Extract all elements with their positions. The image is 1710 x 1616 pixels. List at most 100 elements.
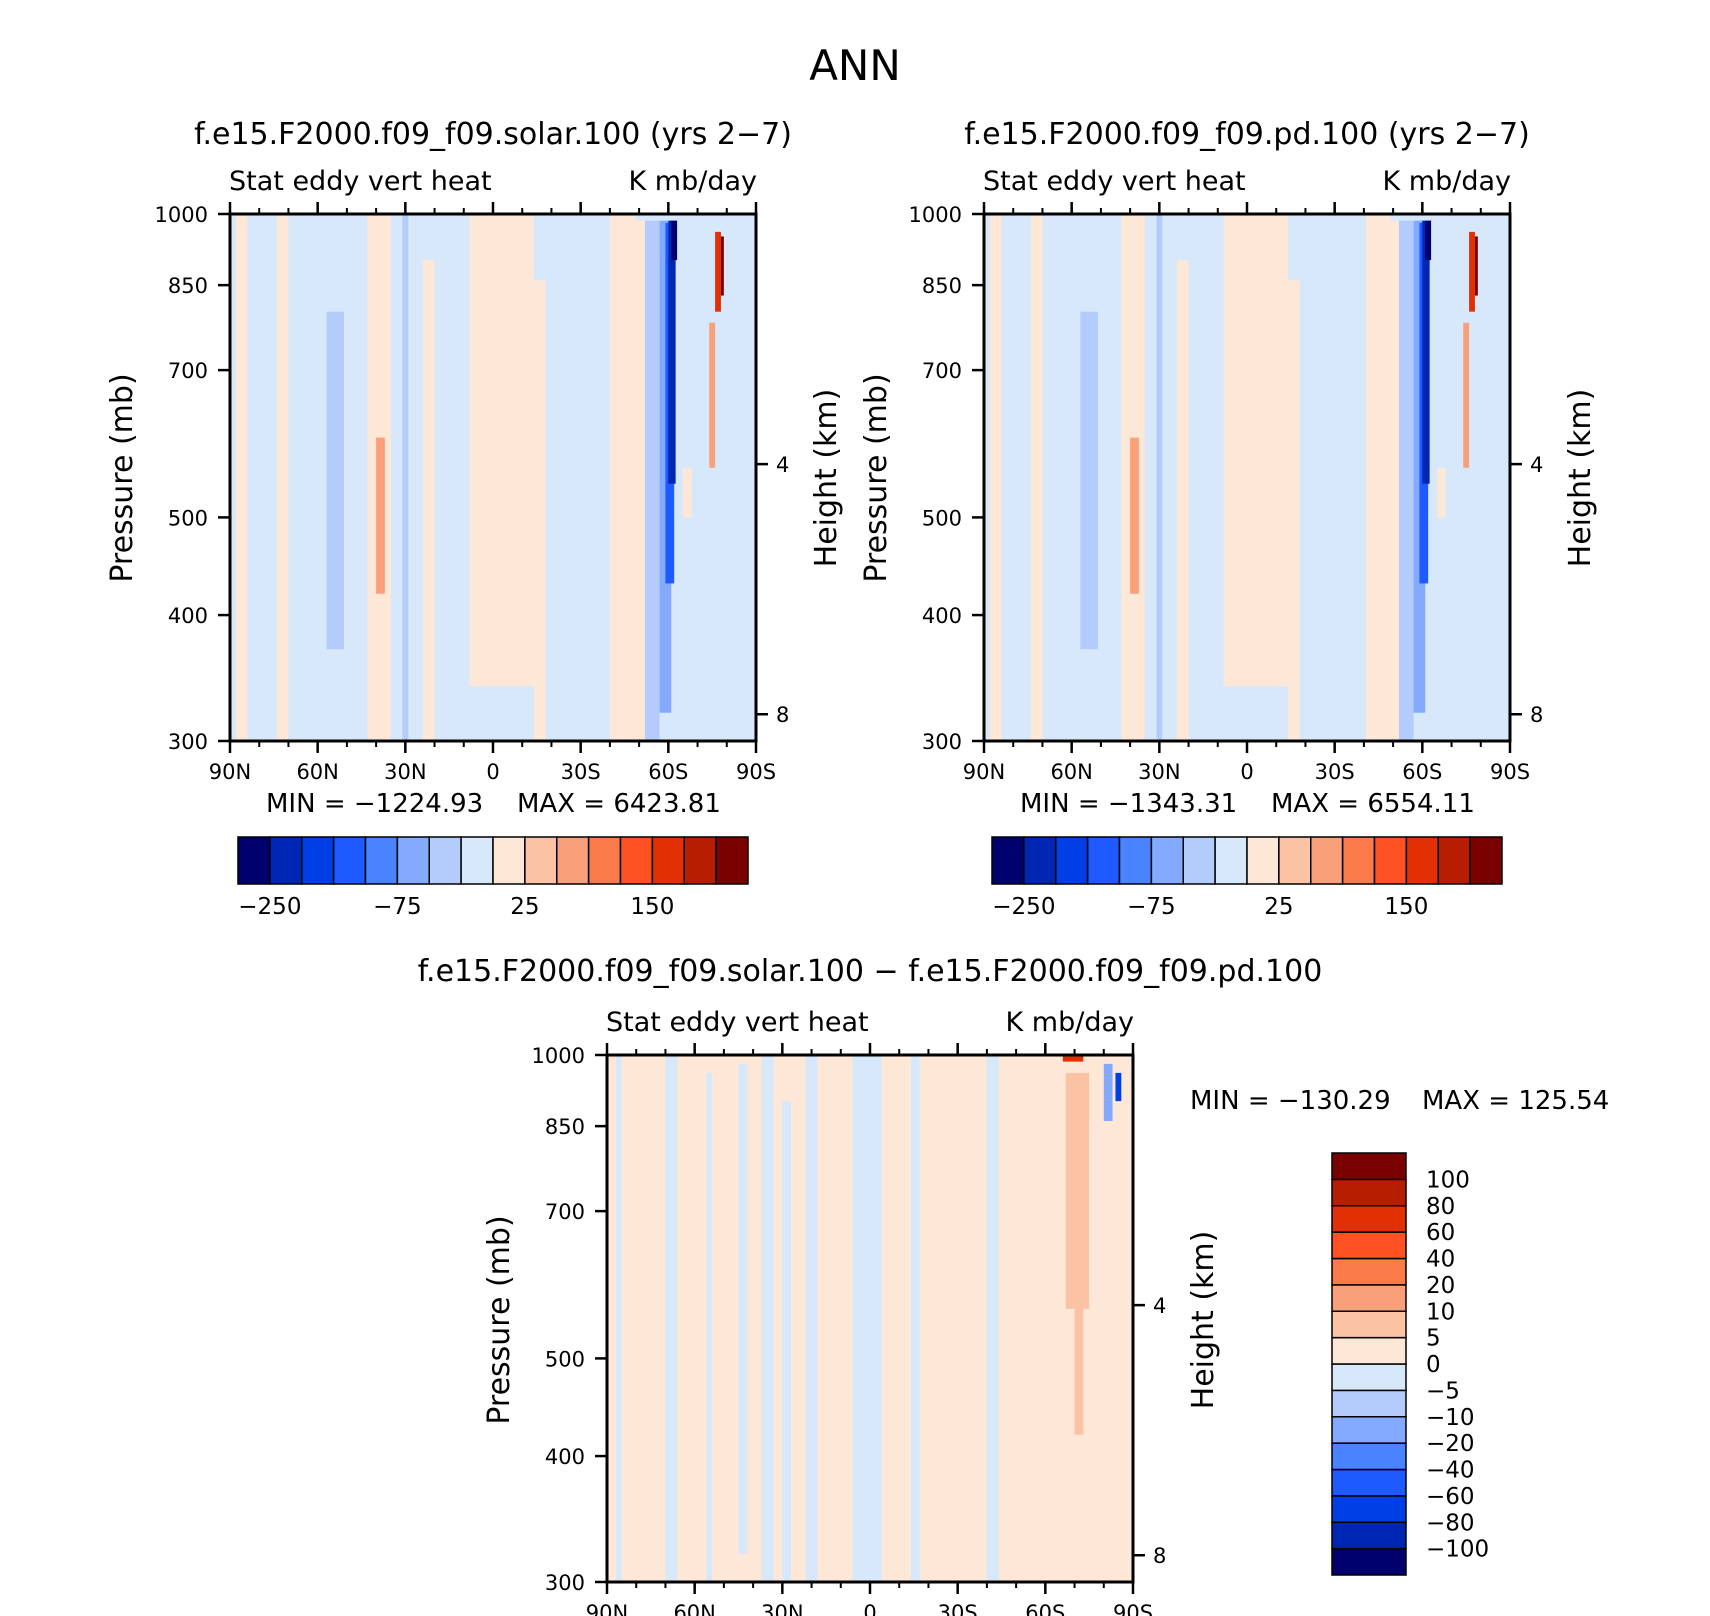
panel-solar-band-equator <box>469 214 534 687</box>
panel-pd-colorbar-box <box>1246 836 1280 885</box>
panel-pd-ylabel: Pressure (mb) <box>859 373 894 582</box>
panel-pd-field <box>989 214 1478 741</box>
panel-diff-colorbar-label: 5 <box>1426 1326 1441 1352</box>
panel-diff-y-tick-label: 300 <box>545 1571 585 1595</box>
panel-solar-band-n-arctic <box>276 214 289 741</box>
panel-diff-x-tick-label: 60S <box>1025 1601 1065 1616</box>
panel-solar-y-tick-label: 300 <box>168 730 208 754</box>
panel-pd: f.e15.F2000.f09_f09.pd.100 (yrs 2−7) Sta… <box>859 117 1598 920</box>
panel-solar-axes: 90N 60N 30N 0 30S 60S 90S 300 400 500 700 850 1000 4 8 <box>155 202 789 784</box>
panel-pd-colorbar-box <box>1405 836 1439 885</box>
panel-solar-colorbar-box <box>683 836 717 885</box>
panel-diff-band-n-arctic <box>665 1055 678 1582</box>
panel-pd-y2label: Height (km) <box>1563 389 1598 568</box>
panel-diff-colorbar-box <box>1331 1310 1407 1339</box>
panel-diff-colorbar-box <box>1331 1152 1407 1181</box>
panel-pd-colorbar: −250 −75 25 150 <box>991 836 1503 920</box>
panel-solar: f.e15.F2000.f09_f09.solar.100 (yrs 2−7) … <box>105 117 844 920</box>
panel-diff-colorbar-box <box>1331 1257 1407 1286</box>
panel-solar-band-s-jet-outer <box>644 214 660 741</box>
panel-diff-colorbar-label: −40 <box>1426 1458 1475 1484</box>
panel-diff-band-n-tropics <box>805 1055 818 1582</box>
panel-diff-colorbar-label: 0 <box>1426 1352 1441 1378</box>
panel-diff-colorbar-label: 40 <box>1426 1247 1455 1273</box>
panel-pd-band-n-arctic <box>1030 214 1043 741</box>
panel-solar-y-tick-label: 500 <box>168 506 208 530</box>
panel-solar-colorbar-box <box>332 836 367 885</box>
panel-pd-colorbar-box <box>1182 836 1216 885</box>
panel-solar-ylabel: Pressure (mb) <box>105 373 140 582</box>
panel-pd-band-s-tropics <box>1287 280 1300 741</box>
panel-diff-band-n-blue <box>761 1055 774 1582</box>
panel-pd-title: f.e15.F2000.f09_f09.pd.100 (yrs 2−7) <box>964 117 1530 152</box>
panel-pd-colorbar-box <box>991 836 1025 885</box>
panel-diff-band-s-midlat <box>986 1055 999 1582</box>
panel-solar-y2-tick-label: 4 <box>776 453 789 477</box>
panel-diff-colorbar-box <box>1331 1284 1407 1312</box>
panel-pd-band-n-tropics <box>1176 260 1189 741</box>
panel-diff-colorbar-box <box>1331 1547 1407 1576</box>
panel-diff-band-s-hot-floor <box>1062 1055 1084 1062</box>
panel-diff-colorbar-box <box>1331 1336 1407 1365</box>
panel-diff-colorbar-label: 100 <box>1426 1167 1470 1193</box>
panel-pd-colorbar-label: 25 <box>1264 894 1293 920</box>
panel-solar-colorbar-box <box>587 836 622 885</box>
panel-diff-y-tick-label: 850 <box>545 1115 585 1139</box>
panel-solar-colorbar-box <box>396 836 430 885</box>
panel-solar-field <box>235 214 724 741</box>
panel-solar-colorbar-box <box>715 836 749 885</box>
panel-pd-band-s-floor <box>1390 214 1432 221</box>
panel-solar-colorbar: −250 −75 25 150 <box>237 836 749 920</box>
panel-pd-band-s-jet-base <box>1425 218 1432 261</box>
panel-diff-colorbar-label: −80 <box>1426 1510 1475 1536</box>
panel-pd-colorbar-box <box>1150 836 1184 885</box>
panel-solar-band-s-floor <box>636 214 678 221</box>
panel-solar-band-s-tropics <box>533 280 546 741</box>
panel-pd-y-tick-label: 850 <box>922 274 962 298</box>
panel-diff-colorbar-box <box>1331 1495 1407 1523</box>
panel-diff-ylabel: Pressure (mb) <box>482 1215 517 1424</box>
panel-solar-colorbar-box <box>651 836 685 885</box>
panel-diff-band-equator <box>852 1055 882 1582</box>
panel-diff-colorbar-label: 10 <box>1426 1299 1455 1325</box>
panel-pd-x-tick-label: 90S <box>1490 760 1530 784</box>
panel-pd-y-tick-label: 700 <box>922 359 962 383</box>
panel-solar-colorbar-label: 25 <box>510 894 539 920</box>
panel-pd-max-label: MAX = 6554.11 <box>1271 789 1475 819</box>
panel-pd-band-n-blue <box>1156 214 1163 741</box>
panel-diff-colorbar-box <box>1331 1178 1407 1207</box>
panel-diff-x-tick-label: 30S <box>938 1601 978 1616</box>
panel-diff-colorbar-label: −10 <box>1426 1405 1475 1431</box>
panel-pd-right-string: K mb/day <box>1383 166 1512 197</box>
panel-diff-colorbar-box <box>1331 1416 1407 1444</box>
panel-diff-colorbar-label: −60 <box>1426 1484 1475 1510</box>
panel-pd-colorbar-box <box>1214 836 1248 885</box>
panel-diff-band-subtrop-n <box>738 1063 748 1554</box>
panel-pd-band-n-midlat <box>1080 311 1098 650</box>
panel-pd-band-antarctic-warm <box>1463 322 1470 468</box>
panel-diff-colorbar-box <box>1331 1363 1407 1392</box>
panel-solar-x-tick-label: 0 <box>486 760 499 784</box>
panel-solar-colorbar-box <box>556 836 590 885</box>
panel-pd-band-antarctic-max <box>1474 236 1478 296</box>
panel-diff-field <box>615 1055 1122 1582</box>
panel-pd-axes: 90N 60N 30N 0 30S 60S 90S 300 400 500 700 850 1000 4 8 <box>909 202 1543 784</box>
panel-pd-band-s-jet-core <box>1422 218 1430 484</box>
panel-diff-band-s-warm-upper <box>1074 1198 1084 1435</box>
panel-solar-band-antarctic-warm <box>709 322 716 468</box>
panel-diff-colorbar-box <box>1331 1389 1407 1418</box>
panel-solar-band-subtrop-n-core <box>376 437 385 594</box>
panel-diff-x-tick-label: 60N <box>673 1601 715 1616</box>
panel-pd-colorbar-box <box>1118 836 1153 885</box>
panel-diff-x-tick-label: 90N <box>586 1601 628 1616</box>
panel-solar-colorbar-box <box>237 836 271 885</box>
panel-solar-y-tick-label: 850 <box>168 274 208 298</box>
panel-pd-y-tick-label: 300 <box>922 730 962 754</box>
panel-solar-y-tick-label: 400 <box>168 604 208 628</box>
panel-diff-colorbar-label: −100 <box>1426 1537 1489 1563</box>
panel-pd-colorbar-box <box>1086 836 1121 885</box>
panel-diff-axes: 90N 60N 30N 0 30S 60S 90S 300 400 500 700 850 1000 4 8 <box>532 1043 1166 1616</box>
panel-diff-colorbar-box <box>1331 1205 1407 1233</box>
panel-pd-y2-tick-label: 8 <box>1530 703 1543 727</box>
panel-diff-y2-tick-label: 8 <box>1153 1544 1166 1568</box>
